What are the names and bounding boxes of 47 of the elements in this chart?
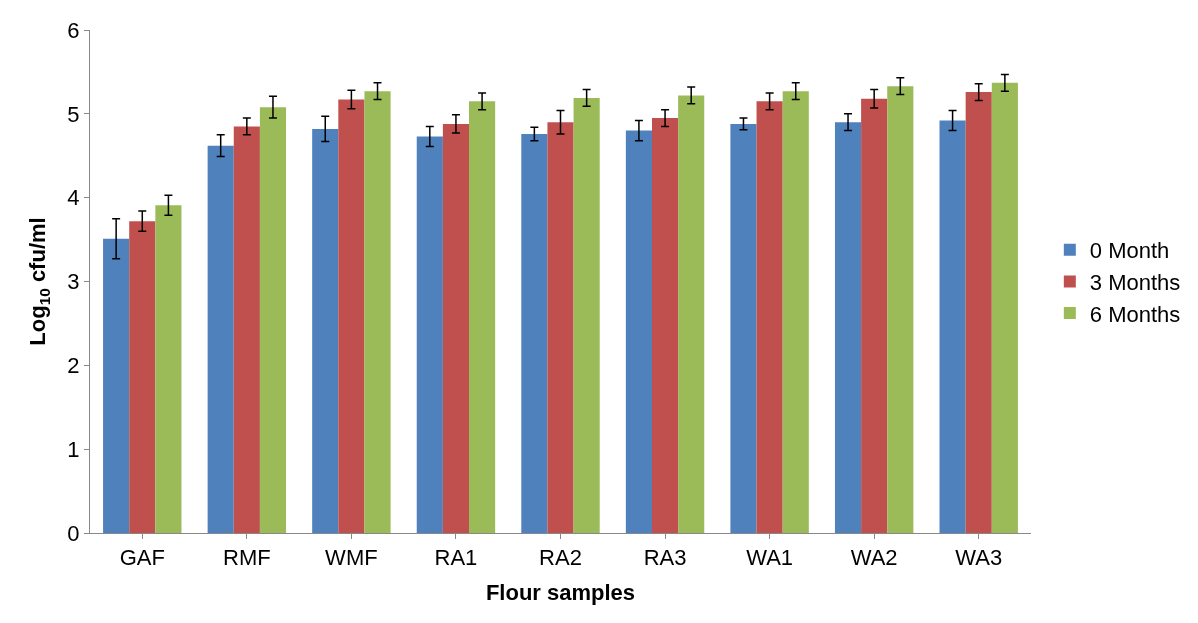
x-tick-label: GAF xyxy=(119,545,165,571)
bar xyxy=(547,122,574,533)
bar xyxy=(678,95,705,533)
bar xyxy=(338,99,365,533)
y-tick-label: 1 xyxy=(67,436,80,462)
bar xyxy=(756,101,783,533)
legend-label: 0 Month xyxy=(1089,238,1170,264)
bar xyxy=(730,123,757,533)
legend-label: 3 Months xyxy=(1089,269,1181,295)
y-tick-label: 4 xyxy=(67,185,80,211)
bar xyxy=(364,91,391,533)
bar xyxy=(965,92,992,533)
y-tick-label: 5 xyxy=(67,101,80,127)
bar xyxy=(129,221,156,533)
bar xyxy=(887,86,914,533)
x-tick-label: RA2 xyxy=(539,545,582,571)
x-tick-label: WA1 xyxy=(746,545,794,571)
y-tick-label: 0 xyxy=(67,520,80,546)
bar xyxy=(469,101,496,533)
bar xyxy=(573,97,600,533)
x-tick-label: WMF xyxy=(325,545,378,571)
x-tick-label: WA3 xyxy=(955,545,1003,571)
y-tick-label: 6 xyxy=(67,17,80,43)
x-tick-label: WA2 xyxy=(850,545,898,571)
y-tick-label: 3 xyxy=(67,269,80,295)
x-tick-label: RA3 xyxy=(643,545,687,571)
bar xyxy=(259,107,287,533)
x-tick-label: RMF xyxy=(223,545,271,571)
x-tick-label: RA1 xyxy=(434,545,478,571)
x-axis-title: Flour samples xyxy=(485,580,636,606)
bar xyxy=(312,128,339,533)
y-tick-label: 2 xyxy=(67,353,80,379)
bar xyxy=(861,98,888,533)
bar xyxy=(442,123,470,533)
bar xyxy=(651,118,679,533)
bar xyxy=(207,145,234,533)
bar xyxy=(103,238,130,533)
bar xyxy=(991,82,1018,533)
bar xyxy=(155,205,182,533)
bar xyxy=(939,120,966,533)
bar xyxy=(625,130,652,533)
bar xyxy=(521,133,548,533)
bar xyxy=(233,126,260,533)
legend-label: 6 Months xyxy=(1089,301,1181,327)
bar xyxy=(416,136,443,533)
bar xyxy=(782,91,809,533)
bar xyxy=(834,122,862,533)
